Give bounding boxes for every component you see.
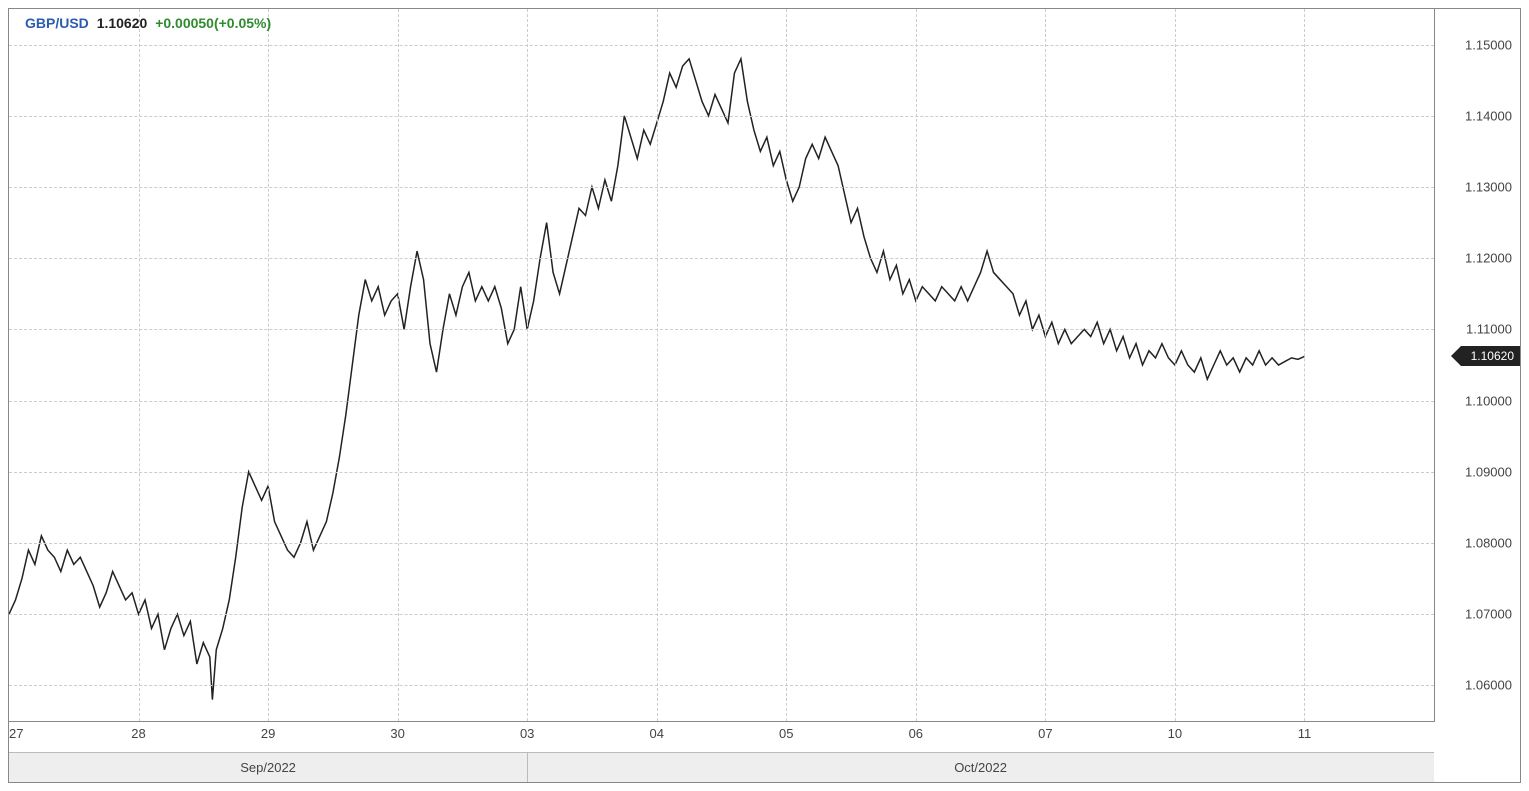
x-tick-label: 30 <box>390 726 404 741</box>
x-tick-label: 28 <box>131 726 145 741</box>
y-tick-label: 1.14000 <box>1465 108 1512 123</box>
gridline-horizontal <box>9 329 1434 330</box>
change-label: +0.00050(+0.05%) <box>155 15 271 31</box>
chart-container: GBP/USD 1.10620 +0.00050(+0.05%) 1.10620… <box>8 8 1521 783</box>
x-tick-label: 27 <box>9 726 23 741</box>
y-tick-label: 1.10000 <box>1465 393 1512 408</box>
gridline-horizontal <box>9 472 1434 473</box>
current-price-flag-label: 1.10620 <box>1471 349 1514 363</box>
gridline-vertical <box>1304 9 1305 721</box>
chart-header: GBP/USD 1.10620 +0.00050(+0.05%) <box>25 15 271 31</box>
x-axis: 27 28 29 30 03 04 05 06 07 10 11 Sep/2022Oct/2022 <box>9 722 1435 782</box>
gridline-horizontal <box>9 258 1434 259</box>
price-label: 1.10620 <box>97 15 148 31</box>
gridline-horizontal <box>9 187 1434 188</box>
current-price-flag: 1.10620 <box>1461 346 1520 366</box>
gridline-vertical <box>916 9 917 721</box>
y-tick-label: 1.07000 <box>1465 607 1512 622</box>
month-band: Oct/2022 <box>527 752 1434 782</box>
x-tick-label: 11 <box>1298 726 1312 741</box>
y-tick-label: 1.08000 <box>1465 536 1512 551</box>
y-axis: 1.10620 1.06000 1.07000 1.08000 1.09000 1.10… <box>1435 9 1520 722</box>
month-band: Sep/2022 <box>9 752 527 782</box>
gridline-vertical <box>1175 9 1176 721</box>
gridline-horizontal <box>9 614 1434 615</box>
y-tick-label: 1.13000 <box>1465 180 1512 195</box>
gridline-horizontal <box>9 116 1434 117</box>
gridline-vertical <box>657 9 658 721</box>
gridline-vertical <box>786 9 787 721</box>
x-tick-label: 03 <box>520 726 534 741</box>
gridline-vertical <box>139 9 140 721</box>
x-tick-label: 07 <box>1038 726 1052 741</box>
y-tick-label: 1.06000 <box>1465 678 1512 693</box>
symbol-label: GBP/USD <box>25 15 89 31</box>
x-tick-label: 04 <box>649 726 663 741</box>
y-tick-label: 1.15000 <box>1465 37 1512 52</box>
y-tick-label: 1.09000 <box>1465 464 1512 479</box>
gridline-horizontal <box>9 685 1434 686</box>
gridline-vertical <box>1045 9 1046 721</box>
y-tick-label: 1.11000 <box>1466 322 1512 337</box>
x-tick-label: 05 <box>779 726 793 741</box>
x-tick-label: 06 <box>909 726 923 741</box>
x-tick-label: 29 <box>261 726 275 741</box>
month-divider <box>527 752 528 782</box>
gridline-vertical <box>527 9 528 721</box>
x-tick-label: 10 <box>1168 726 1182 741</box>
plot-area[interactable] <box>9 9 1435 722</box>
gridline-horizontal <box>9 401 1434 402</box>
gridline-vertical <box>268 9 269 721</box>
y-tick-label: 1.12000 <box>1465 251 1512 266</box>
gridline-vertical <box>398 9 399 721</box>
gridline-horizontal <box>9 45 1434 46</box>
gridline-horizontal <box>9 543 1434 544</box>
